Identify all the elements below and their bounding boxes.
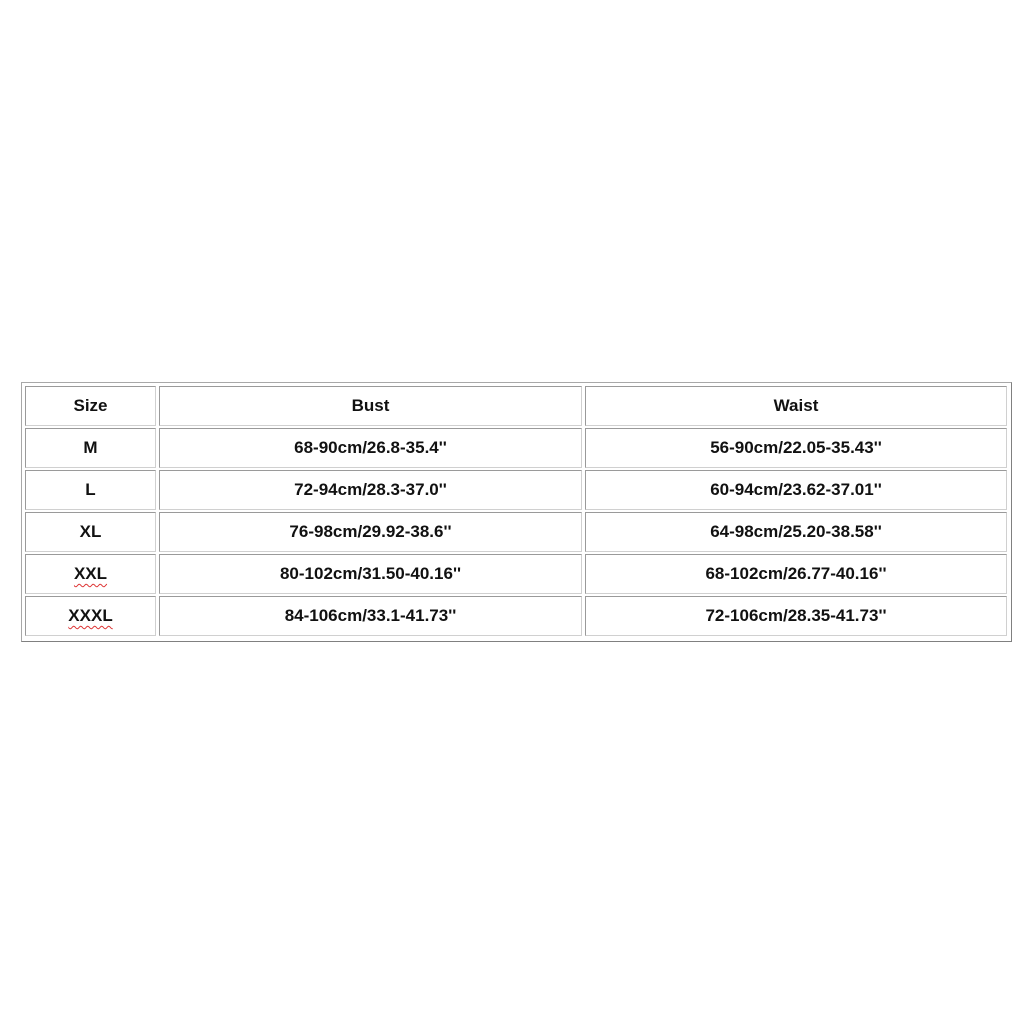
size-cell: M [25, 428, 156, 468]
waist-value: 56-90cm/22.05-35.43'' [710, 438, 882, 457]
header-bust-label: Bust [351, 396, 390, 415]
header-waist-label: Waist [773, 396, 819, 415]
size-value: XXXL [68, 606, 113, 625]
bust-cell: 80-102cm/31.50-40.16'' [159, 554, 582, 594]
bust-cell: 84-106cm/33.1-41.73'' [159, 596, 582, 636]
waist-cell: 72-106cm/28.35-41.73'' [585, 596, 1007, 636]
waist-value: 72-106cm/28.35-41.73'' [705, 606, 887, 625]
size-cell: XL [25, 512, 156, 552]
header-bust: Bust [159, 386, 582, 426]
bust-value: 84-106cm/33.1-41.73'' [284, 606, 457, 625]
waist-value: 64-98cm/25.20-38.58'' [710, 522, 882, 541]
size-chart-table: Size Bust Waist M 68-90cm/26.8-35.4'' 56… [21, 382, 1012, 642]
waist-cell: 68-102cm/26.77-40.16'' [585, 554, 1007, 594]
header-size: Size [25, 386, 156, 426]
bust-cell: 76-98cm/29.92-38.6'' [159, 512, 582, 552]
header-size-label: Size [73, 396, 108, 415]
size-value: M [83, 438, 98, 457]
waist-cell: 64-98cm/25.20-38.58'' [585, 512, 1007, 552]
size-cell: XXL [25, 554, 156, 594]
bust-value: 68-90cm/26.8-35.4'' [294, 438, 447, 457]
size-cell: L [25, 470, 156, 510]
waist-value: 68-102cm/26.77-40.16'' [705, 564, 887, 583]
size-value: XL [79, 522, 102, 541]
waist-cell: 60-94cm/23.62-37.01'' [585, 470, 1007, 510]
size-cell: XXXL [25, 596, 156, 636]
bust-value: 76-98cm/29.92-38.6'' [289, 522, 452, 541]
bust-value: 72-94cm/28.3-37.0'' [294, 480, 447, 499]
bust-value: 80-102cm/31.50-40.16'' [279, 564, 462, 583]
bust-cell: 72-94cm/28.3-37.0'' [159, 470, 582, 510]
waist-value: 60-94cm/23.62-37.01'' [710, 480, 882, 499]
size-value: L [85, 480, 96, 499]
waist-cell: 56-90cm/22.05-35.43'' [585, 428, 1007, 468]
size-value: XXL [73, 564, 108, 583]
header-waist: Waist [585, 386, 1007, 426]
bust-cell: 68-90cm/26.8-35.4'' [159, 428, 582, 468]
